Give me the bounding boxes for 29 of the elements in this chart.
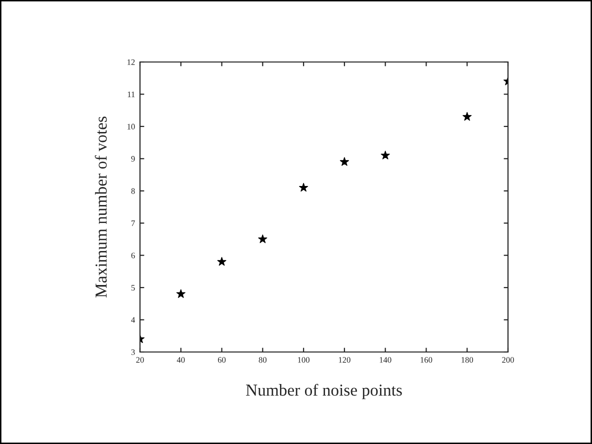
x-axis-title: Number of noise points xyxy=(246,384,402,400)
x-tick-label: 60 xyxy=(218,357,226,363)
y-tick-label: 3 xyxy=(131,349,135,355)
y-axis-title: Maximum number of votes xyxy=(94,116,107,298)
x-tick-label: 80 xyxy=(258,357,267,363)
point xyxy=(380,150,390,160)
x-tick-label: 180 xyxy=(462,357,474,363)
y-tick-label: 12 xyxy=(128,59,135,65)
point xyxy=(217,257,226,266)
x-tick-label: 200 xyxy=(502,357,514,363)
point xyxy=(462,112,472,121)
y-tick-label: 6 xyxy=(131,252,135,258)
y-tick-label: 11 xyxy=(128,92,135,98)
point xyxy=(340,157,349,166)
y-tick-label: 5 xyxy=(131,284,135,291)
y-tick-label: 10 xyxy=(128,124,135,130)
x-tick-label: 100 xyxy=(298,357,310,363)
x-tick-label: 140 xyxy=(380,357,392,363)
x-tick-label: 120 xyxy=(338,357,350,363)
x-tick-label: 20 xyxy=(136,357,144,363)
point xyxy=(176,289,186,298)
point xyxy=(258,234,268,244)
point xyxy=(299,182,308,192)
x-tick-label: 160 xyxy=(420,357,432,363)
y-tick-label: 7 xyxy=(132,220,135,226)
y-tick-label: 8 xyxy=(131,188,135,194)
y-tick-label: 4 xyxy=(131,317,136,323)
x-tick-label: 40 xyxy=(176,357,185,363)
y-tick-label: 9 xyxy=(131,156,135,162)
